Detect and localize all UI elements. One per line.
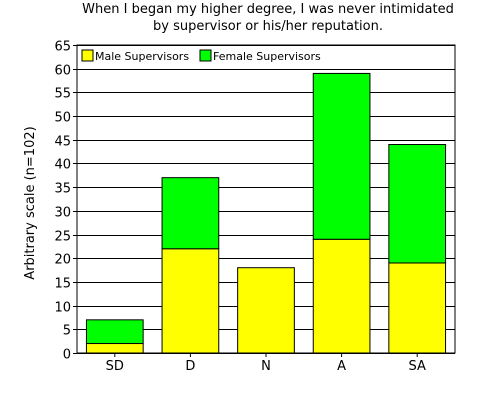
bar-male-a xyxy=(312,238,371,354)
x-tick-label-sa: SA xyxy=(409,359,426,374)
y-axis-ticks: 0 5 10 15 20 25 30 35 40 45 50 55 60 65 xyxy=(54,40,77,363)
bar-male-n xyxy=(237,267,295,354)
x-tick-label-a: A xyxy=(337,359,346,374)
legend-swatch-female xyxy=(199,49,212,62)
bar-female-sd xyxy=(85,319,144,345)
y-tick-label: 35 xyxy=(54,182,71,197)
bar-male-d xyxy=(161,248,220,354)
y-tick-label: 20 xyxy=(54,253,71,268)
bar-male-sa xyxy=(388,262,447,354)
y-axis-label: Arbitrary scale (n=102) xyxy=(23,126,38,279)
y-tick-label: 50 xyxy=(54,111,71,126)
chart-title-line-1: When I began my higher degree, I was nev… xyxy=(82,2,454,17)
y-tick-label: 30 xyxy=(54,206,71,221)
y-tick-label: 5 xyxy=(63,324,71,339)
y-tick-label: 0 xyxy=(63,348,71,363)
bar-female-d xyxy=(161,177,220,250)
x-tick-label-d: D xyxy=(185,359,195,374)
y-tick-label: 45 xyxy=(54,135,71,150)
x-tick-label-n: N xyxy=(261,359,271,374)
bar-female-a xyxy=(312,72,371,240)
bars xyxy=(85,72,447,354)
y-tick-label: 55 xyxy=(54,87,71,102)
x-axis-ticks: SD D N A SA xyxy=(106,353,426,374)
legend-label-male: Male Supervisors xyxy=(95,50,189,63)
y-tick-label: 15 xyxy=(54,277,71,292)
x-tick-label-sd: SD xyxy=(106,359,124,374)
y-tick-label: 65 xyxy=(54,40,71,55)
legend: Male Supervisors Female Supervisors xyxy=(81,49,321,63)
y-tick-label: 40 xyxy=(54,158,71,173)
bar-male-sd xyxy=(85,343,144,354)
chart-title-line-2: by supervisor or his/her reputation. xyxy=(153,19,383,34)
bar-female-sa xyxy=(388,144,447,264)
y-tick-label: 10 xyxy=(54,301,71,316)
legend-swatch-male xyxy=(81,49,94,62)
y-tick-label: 60 xyxy=(54,64,71,79)
legend-label-female: Female Supervisors xyxy=(213,50,321,63)
y-tick-label: 25 xyxy=(54,230,71,245)
